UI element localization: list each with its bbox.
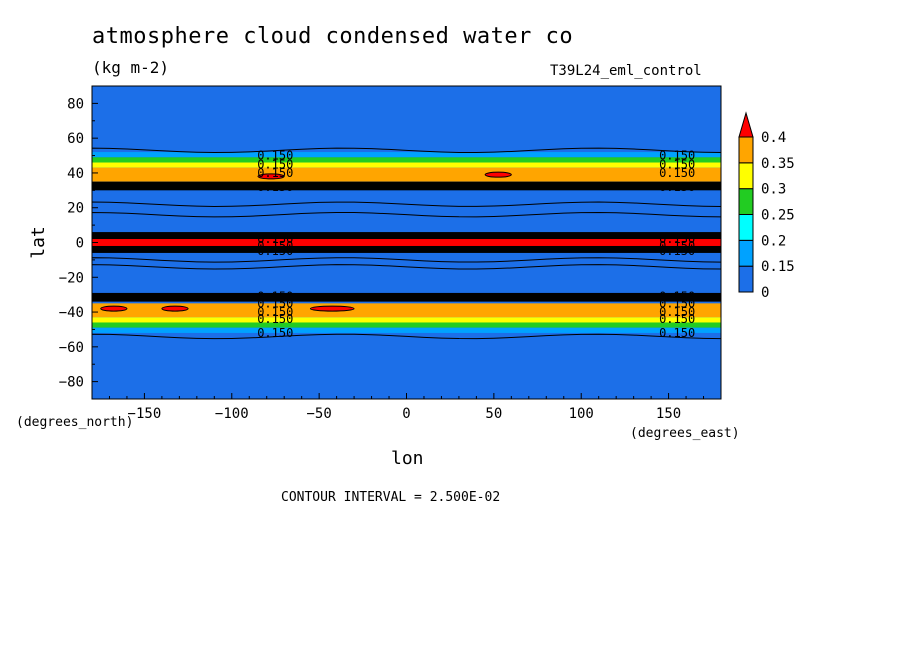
y-tick-label: −20 (59, 270, 84, 286)
legend-swatch (738, 162, 754, 190)
x-tick-label: −50 (306, 406, 331, 422)
equatorial-maximum (92, 239, 721, 246)
contour-label: 0.150 (659, 166, 695, 180)
y-tick-label: 80 (67, 96, 84, 112)
contour-line (91, 211, 722, 218)
contour-label: 0.150 (257, 296, 293, 310)
contour-label: 0.150 (257, 239, 293, 253)
contour-line (91, 333, 722, 340)
legend-label: 0 (761, 285, 769, 301)
contour-line (91, 257, 722, 263)
zonal-band (92, 303, 721, 318)
zonal-band (92, 322, 721, 328)
contour-line (91, 147, 722, 154)
x-tick-label: −100 (215, 406, 249, 422)
contour-label: 0.150 (659, 239, 695, 253)
contour-label: 0.150 (257, 289, 293, 303)
x-tick-label: 150 (656, 406, 681, 422)
zonal-band (92, 181, 721, 191)
x-unit-label: (degrees_east) (630, 426, 740, 441)
contour-line (91, 201, 722, 207)
legend-label: 0.35 (761, 156, 795, 172)
legend-label: 0.15 (761, 259, 795, 275)
x-tick-label: 100 (569, 406, 594, 422)
y-unit-label: (degrees_north) (16, 415, 134, 430)
y-tick-label: 0 (76, 236, 84, 252)
zonal-band (92, 167, 721, 182)
contour-label: 0.150 (257, 149, 293, 163)
y-tick-label: −80 (59, 375, 84, 391)
color-legend: 0.4 0.35 0.3 0.25 0.2 0.15 0 (738, 111, 795, 301)
units-label: (kg m-2) (92, 58, 170, 77)
y-tick-label: −60 (59, 340, 84, 356)
local-maximum (257, 173, 285, 180)
contour-label: 0.150 (659, 244, 695, 258)
legend-label: 0.2 (761, 233, 786, 249)
legend-swatch (738, 188, 754, 216)
zonal-band (92, 317, 721, 323)
local-maximum (100, 305, 128, 312)
contour-label: 0.150 (257, 312, 293, 326)
contour-label: 0.150 (659, 312, 695, 326)
x-tick-label: −150 (128, 406, 162, 422)
contour-interval-note: CONTOUR INTERVAL = 2.500E-02 (281, 490, 501, 505)
y-tick-label: 60 (67, 131, 84, 147)
legend-swatch (738, 239, 754, 267)
x-axis-label: lon (391, 448, 424, 469)
contour-label: 0.150 (257, 305, 293, 319)
contour-label: 0.150 (257, 180, 293, 194)
legend-swatch (738, 265, 754, 293)
legend-label: 0.3 (761, 182, 786, 198)
legend-overflow-arrow (738, 111, 754, 138)
legend-label: 0.25 (761, 208, 795, 224)
chart-title: atmosphere cloud condensed water co (92, 24, 574, 49)
zonal-band (92, 152, 721, 158)
contour-label: 0.150 (659, 180, 695, 194)
local-maximum (309, 305, 355, 312)
y-tick-label: 40 (67, 166, 84, 182)
plot-area: 0.1500.1500.1500.1500.1500.1500.1500.150… (91, 86, 722, 399)
contour-label: 0.150 (659, 305, 695, 319)
x-tick-label: 0 (402, 406, 410, 422)
zonal-band (92, 157, 721, 163)
contour-label: 0.150 (659, 326, 695, 340)
zonal-band (92, 162, 721, 168)
contour-label: 0.150 (257, 232, 293, 246)
local-maximum (484, 171, 512, 178)
contour-label: 0.150 (659, 289, 695, 303)
contour-label: 0.150 (659, 157, 695, 171)
contour-label: 0.150 (659, 149, 695, 163)
contour-label: 0.150 (257, 166, 293, 180)
legend-swatch (738, 214, 754, 241)
contour-label: 0.150 (257, 244, 293, 258)
zonal-band (92, 327, 721, 333)
y-tick-label: −40 (59, 305, 84, 321)
contour-line (91, 264, 722, 270)
contour-label: 0.150 (659, 232, 695, 246)
zonal-band (92, 292, 721, 302)
x-tick-label: 50 (485, 406, 502, 422)
contour-label: 0.150 (659, 296, 695, 310)
legend-label: 0.4 (761, 130, 786, 146)
axes: −150 −100 −50 0 50 100 150 80 60 40 20 0 −20 −40 −60 −8… (59, 85, 722, 422)
contour-label: 0.150 (257, 157, 293, 171)
legend-swatch (738, 136, 754, 164)
y-tick-label: 20 (67, 201, 84, 217)
local-maximum (161, 305, 189, 312)
contour-label: 0.150 (257, 326, 293, 340)
y-axis-label: lat (27, 226, 49, 259)
experiment-label: T39L24_eml_control (550, 63, 702, 79)
